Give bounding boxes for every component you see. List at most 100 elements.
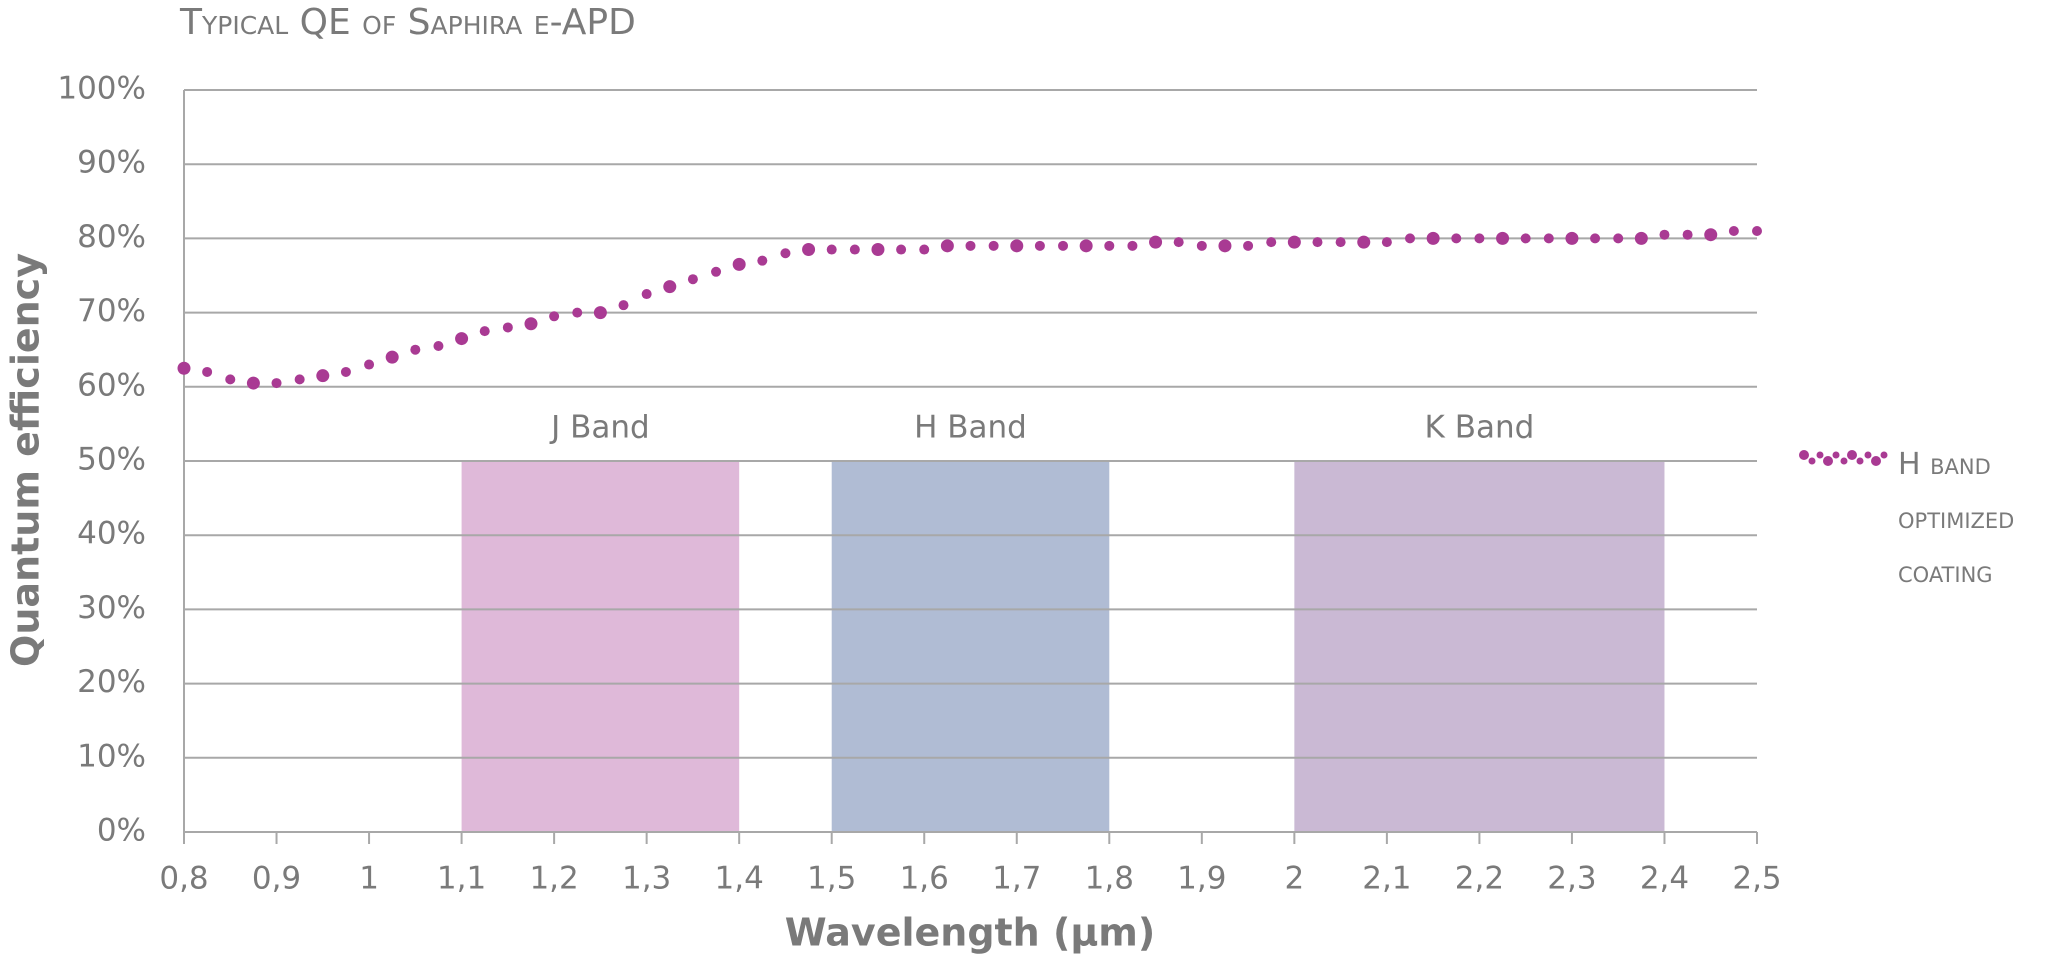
data-point (246, 376, 260, 390)
legend-marker (1823, 456, 1833, 466)
data-point (1520, 233, 1531, 244)
y-tick-label: 70% (77, 293, 146, 329)
data-point (1381, 237, 1392, 248)
y-tick-label: 30% (77, 590, 146, 626)
data-point (1127, 240, 1138, 251)
x-tick-label: 1,4 (715, 861, 764, 897)
legend-marker (1816, 451, 1824, 459)
x-tick-label: 0,8 (159, 861, 208, 897)
data-point (1704, 228, 1718, 242)
data-point (849, 244, 860, 255)
x-tick-label: 0,9 (252, 861, 301, 897)
data-point (549, 311, 560, 322)
data-point (896, 244, 907, 255)
legend-marker (1799, 450, 1809, 460)
data-point (711, 266, 722, 277)
x-tick-label: 2,2 (1455, 861, 1504, 897)
data-point (919, 244, 930, 255)
data-point (1752, 225, 1762, 236)
y-tick-label: 40% (77, 516, 146, 552)
data-point (757, 255, 768, 266)
x-tick-label: 2,5 (1732, 861, 1781, 897)
data-point (1590, 233, 1601, 244)
y-tick-label: 80% (77, 219, 146, 255)
data-point (1079, 239, 1093, 253)
x-tick-label: 1,1 (437, 861, 486, 897)
data-point (1474, 233, 1485, 244)
legend-marker (1871, 456, 1881, 466)
y-tick-label: 100% (57, 71, 146, 107)
data-point (826, 244, 837, 255)
data-point (1659, 229, 1670, 240)
data-point (1266, 237, 1277, 248)
data-point (385, 350, 399, 364)
data-point (618, 300, 629, 311)
chart-title: Typical QE of Saphira e-APD (179, 2, 636, 43)
band-region (1294, 461, 1665, 832)
legend-marker (1847, 450, 1857, 460)
data-point (1405, 233, 1416, 244)
band-label: H Band (914, 410, 1027, 446)
data-point (641, 289, 652, 300)
legend-marker (1832, 451, 1840, 459)
data-point (1357, 235, 1371, 249)
data-point (988, 240, 999, 251)
data-point (663, 280, 677, 294)
data-point (1634, 231, 1648, 245)
data-point (294, 374, 305, 385)
data-point (316, 369, 330, 383)
data-point (1312, 237, 1323, 248)
legend-marker (1864, 451, 1872, 459)
data-point (1543, 233, 1554, 244)
data-point (871, 243, 885, 257)
data-point (1613, 233, 1624, 244)
y-tick-label: 50% (77, 442, 146, 478)
x-tick-label: 1,3 (622, 861, 671, 897)
data-point (479, 326, 490, 337)
data-point (687, 274, 698, 285)
data-point (340, 366, 351, 377)
data-point (177, 361, 191, 375)
data-point (1104, 240, 1115, 251)
data-point (455, 332, 469, 346)
data-point (593, 306, 607, 320)
legend-marker (1880, 451, 1888, 459)
data-point (502, 322, 513, 333)
data-point (1058, 240, 1069, 251)
band-region (461, 461, 740, 832)
x-tick-label: 2,4 (1640, 861, 1689, 897)
legend-marker (1808, 457, 1816, 465)
y-tick-label: 20% (77, 664, 146, 700)
y-tick-label: 60% (77, 367, 146, 403)
data-point (732, 257, 746, 271)
x-tick-label: 1,7 (992, 861, 1041, 897)
data-point (1682, 229, 1693, 240)
data-point (1218, 239, 1232, 253)
data-point (1451, 233, 1462, 244)
data-point (202, 366, 213, 377)
data-point (1243, 240, 1254, 251)
legend-marker (1856, 457, 1864, 465)
legend-marker (1840, 457, 1848, 465)
data-point (364, 359, 375, 370)
x-tick-label: 1,5 (807, 861, 856, 897)
data-point (1010, 239, 1024, 253)
data-point (1196, 240, 1207, 251)
legend-label: H band optimized coating (1898, 447, 2015, 590)
band-region (831, 461, 1110, 832)
x-tick-label: 1,8 (1085, 861, 1134, 897)
x-tick-label: 1,6 (900, 861, 949, 897)
x-tick-label: 2,1 (1362, 861, 1411, 897)
x-tick-label: 1,2 (529, 861, 578, 897)
band-label: K Band (1425, 410, 1535, 446)
data-point (965, 240, 976, 251)
x-tick-label: 1,9 (1177, 861, 1226, 897)
data-point (1173, 237, 1184, 248)
data-point (1034, 240, 1045, 251)
y-tick-label: 90% (77, 145, 146, 181)
x-tick-label: 2,3 (1547, 861, 1596, 897)
band-label: J Band (549, 410, 650, 446)
data-point (225, 374, 236, 385)
